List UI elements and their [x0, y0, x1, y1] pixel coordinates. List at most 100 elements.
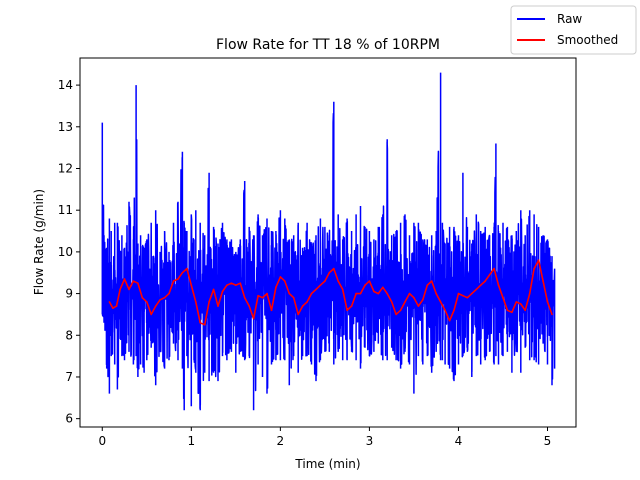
- smoothed-point: [542, 280, 544, 282]
- smoothed-point: [471, 292, 473, 295]
- y-tick-label: 12: [58, 161, 73, 175]
- smoothed-point: [453, 309, 455, 312]
- smoothed-point: [163, 296, 166, 299]
- smoothed-point: [417, 305, 420, 307]
- smoothed-point: [137, 282, 139, 285]
- raw-line: [101, 72, 556, 411]
- smoothed-point: [212, 288, 215, 291]
- smoothed-point: [146, 301, 148, 303]
- smoothed-point: [266, 292, 268, 295]
- smoothed-point: [112, 307, 114, 310]
- smoothed-point: [108, 301, 111, 303]
- smoothed-point: [115, 305, 118, 307]
- smoothed-point: [141, 296, 144, 299]
- smoothed-point: [364, 284, 366, 287]
- y-tick-label: 10: [58, 245, 73, 259]
- smoothed-point: [186, 267, 188, 270]
- smoothed-point: [230, 282, 233, 285]
- smoothed-point: [377, 292, 380, 295]
- smoothed-point: [177, 278, 179, 280]
- smoothed-point: [257, 294, 259, 297]
- smoothed-point: [488, 274, 491, 276]
- smoothed-point: [475, 288, 478, 291]
- smoothed-point: [337, 280, 340, 282]
- smoothed-point: [484, 280, 487, 282]
- smoothed-point: [422, 299, 424, 301]
- smoothed-point: [119, 288, 121, 291]
- legend: Raw Smoothed: [510, 5, 637, 55]
- y-tick-label: 11: [58, 203, 73, 217]
- smoothed-point: [479, 284, 482, 287]
- smoothed-point: [226, 284, 228, 287]
- smoothed-point: [426, 284, 429, 287]
- smoothed-point: [154, 305, 157, 307]
- smoothed-point: [159, 299, 161, 301]
- y-tick-label: 6: [65, 412, 73, 426]
- smoothed-point: [292, 296, 295, 299]
- smoothed-point: [306, 301, 308, 303]
- smoothed-point: [252, 317, 255, 320]
- smoothed-point: [430, 280, 433, 282]
- y-tick-label: 14: [58, 78, 73, 92]
- smoothed-point: [128, 288, 130, 291]
- smoothed-point: [546, 301, 549, 303]
- smoothed-point: [386, 292, 389, 295]
- smoothed-point: [533, 267, 535, 270]
- legend-raw-label: Raw: [557, 12, 582, 26]
- smoothed-point: [413, 296, 415, 299]
- plot-frame: [79, 57, 577, 428]
- x-axis-ticks: 0 1 2 3 4 5: [98, 427, 551, 448]
- smoothed-point: [404, 301, 406, 303]
- smoothed-point: [324, 280, 326, 282]
- smoothed-point: [511, 311, 513, 314]
- x-axis-label: Time (min): [294, 457, 360, 471]
- smoothed-point: [457, 292, 460, 295]
- x-tick-label: 1: [187, 434, 195, 448]
- smoothed-point: [270, 309, 273, 312]
- smoothed-point: [168, 292, 170, 295]
- y-tick-label: 8: [65, 328, 73, 342]
- smoothed-point: [199, 322, 201, 324]
- smoothed-point: [243, 296, 246, 299]
- smoothed-point: [524, 309, 526, 312]
- smoothed-point: [239, 282, 242, 285]
- smoothed-point: [297, 313, 300, 316]
- smoothed-point: [435, 292, 438, 295]
- smoothed-point: [328, 271, 331, 274]
- smoothed-point: [190, 284, 193, 287]
- x-tick-label: 4: [455, 434, 463, 448]
- smoothed-point: [319, 284, 322, 287]
- smoothed-point: [466, 296, 469, 299]
- smoothed-point: [123, 278, 126, 280]
- smoothed-point: [181, 271, 184, 274]
- y-tick-label: 7: [65, 370, 73, 384]
- smoothed-point: [275, 286, 277, 289]
- smoothed-point: [502, 296, 504, 299]
- smoothed-point: [350, 305, 353, 307]
- smoothed-point: [279, 276, 282, 278]
- smoothed-point: [150, 313, 152, 316]
- smoothed-point: [132, 280, 135, 282]
- smoothed-point: [399, 309, 402, 312]
- smoothed-point: [551, 313, 553, 316]
- smoothed-point: [462, 294, 464, 297]
- y-axis-label: Flow Rate (g/min): [32, 189, 46, 295]
- smoothed-point: [315, 288, 317, 291]
- y-tick-label: 9: [65, 287, 73, 301]
- smoothed-point: [537, 259, 540, 262]
- smoothed-point: [520, 303, 522, 305]
- smoothed-series: [108, 259, 553, 326]
- smoothed-point: [373, 290, 375, 293]
- smoothed-point: [390, 301, 393, 303]
- smoothed-point: [195, 301, 197, 303]
- smoothed-point: [310, 292, 313, 295]
- smoothed-point: [288, 292, 291, 295]
- smoothed-point: [333, 267, 335, 270]
- smoothed-point: [172, 280, 175, 282]
- smoothed-point: [221, 290, 224, 293]
- smoothed-point: [439, 301, 442, 303]
- smoothed-point: [448, 319, 451, 322]
- smoothed-point: [346, 309, 348, 312]
- smoothed-point: [493, 267, 495, 270]
